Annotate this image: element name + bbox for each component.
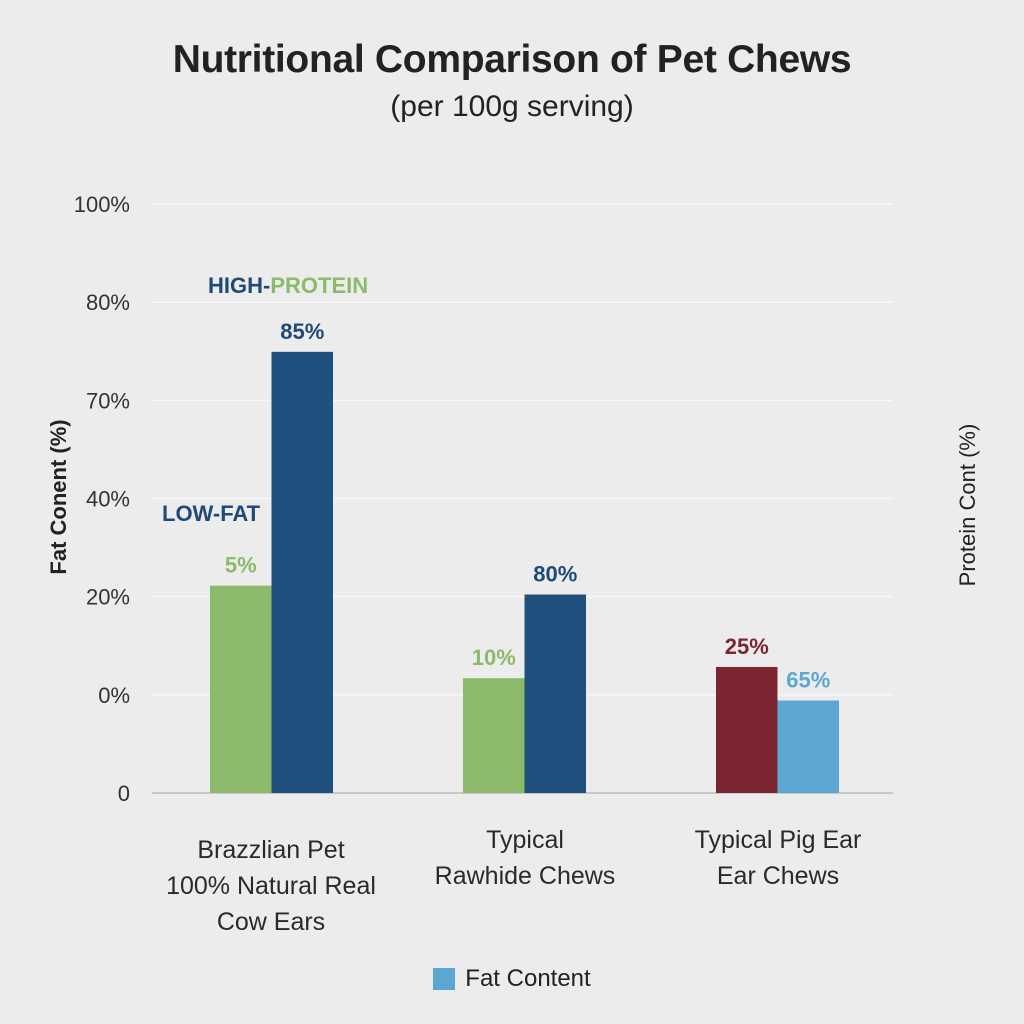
category-label: Typical Pig Ear Ear Chews — [695, 826, 862, 890]
data-label: 10% — [472, 645, 516, 670]
bar-fat — [210, 585, 272, 793]
legend-label-fat-content: Fat Content — [465, 965, 591, 992]
category-labels: Brazzlian Pet 100% Natural Real Cow Ears Ty… — [166, 826, 861, 936]
y-tick-label: 0 — [118, 781, 130, 806]
data-label: 25% — [725, 634, 769, 659]
chart-subtitle: (per 100g serving) — [390, 90, 634, 123]
category-label: Brazzlian Pet 100% Natural Real Cow Ears — [166, 836, 376, 936]
chart-title: Nutritional Comparison of Pet Chews — [172, 38, 852, 81]
legend-swatch-fat-content — [433, 968, 456, 990]
bar-fat — [716, 666, 778, 793]
y-tick-label: 80% — [86, 290, 130, 315]
data-label: 80% — [533, 562, 577, 587]
y-tick-label: 0% — [98, 683, 130, 708]
data-labels: 5% 85% 10% 80% 25% 65% — [225, 319, 830, 693]
annotation-high-protein: HIGH-PROTEIN — [208, 273, 368, 298]
y-tick-label: 20% — [86, 585, 130, 610]
bars — [210, 351, 839, 793]
y-tick-label: 70% — [86, 388, 130, 413]
data-label: 5% — [225, 553, 257, 578]
y-axis-title-right: Protein Cont (%) — [955, 424, 980, 587]
data-label: 65% — [786, 668, 830, 693]
y-axis-ticks: 0 0% 20% 40% 70% 80% 100% — [74, 192, 130, 806]
bar-protein — [777, 700, 839, 793]
bar-fat — [463, 678, 525, 793]
y-axis-title-left: Fat Conent (%) — [46, 419, 71, 574]
bar-protein — [271, 351, 333, 793]
legend: Fat Content — [0, 965, 1024, 993]
data-label: 85% — [280, 319, 324, 344]
bar-protein — [524, 594, 586, 793]
y-tick-label: 100% — [74, 192, 130, 217]
annotation-low-fat: LOW-FAT — [162, 501, 261, 526]
category-label: Typical Rawhide Chews — [435, 826, 616, 890]
annotations: HIGH-PROTEIN LOW-FAT — [162, 273, 368, 526]
y-tick-label: 40% — [86, 487, 130, 512]
